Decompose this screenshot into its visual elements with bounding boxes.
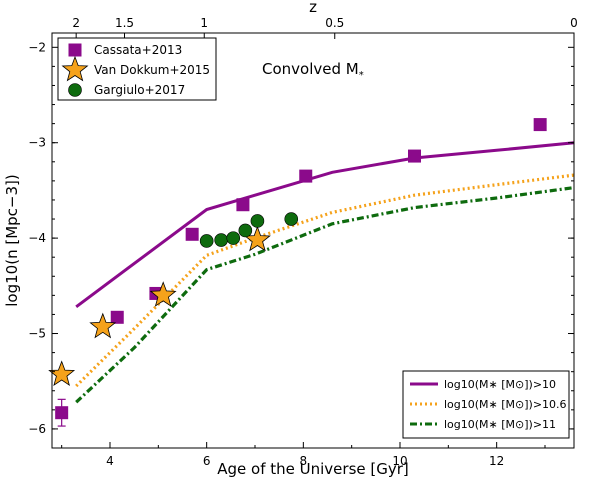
- point-square: [110, 310, 124, 324]
- x-tick-label: 10: [392, 454, 407, 468]
- point-circle: [226, 231, 241, 245]
- x-tick-label: 6: [203, 454, 211, 468]
- point-circle: [199, 234, 214, 248]
- legend-line-label: log10(M∗ [M⊙])>11: [444, 418, 556, 431]
- legend-line-label: log10(M∗ [M⊙])>10: [444, 378, 556, 391]
- top-tick-label: 0.5: [325, 16, 344, 30]
- plot-frame: [51, 32, 575, 449]
- point-circle: [284, 212, 299, 226]
- y-tick-label: −3: [28, 136, 46, 150]
- line-series-1: [75, 141, 575, 309]
- x-tick-label: 8: [300, 454, 308, 468]
- point-star: [48, 360, 76, 387]
- legend-marker-star: [61, 55, 89, 82]
- point-star: [149, 281, 177, 307]
- point-square: [55, 406, 69, 420]
- legend-markers: Cassata+2013 Van Dokkum+2015 Gargiulo+2017: [57, 37, 217, 101]
- point-circle: [214, 233, 228, 247]
- legend-lines: log10(M∗ [M⊙])>10 log10(M∗ [M⊙])>10.6 log1…: [402, 370, 570, 439]
- legend-marker-label: Gargiulo+2017: [94, 83, 185, 97]
- point-square: [533, 118, 547, 132]
- panel-annotation: Convolved M*: [262, 60, 364, 81]
- top-tick-label: 2: [72, 16, 80, 30]
- y-tick-label: −6: [28, 422, 46, 436]
- top-tick-label: 1.5: [115, 16, 134, 30]
- legend-marker-square: [68, 43, 82, 57]
- top-tick-label: 1: [200, 16, 208, 30]
- point-circle: [238, 223, 253, 238]
- legend-marker-label: Cassata+2013: [94, 43, 182, 57]
- legend-marker-circle: [68, 83, 82, 97]
- point-square: [408, 149, 421, 163]
- x-tick-label: 12: [489, 454, 504, 468]
- point-square: [236, 198, 250, 212]
- y-tick-label: −2: [28, 40, 46, 54]
- threshold-lines: [75, 141, 575, 404]
- legend-line-label: log10(M∗ [M⊙])>10.6: [444, 398, 567, 411]
- x-axis-label: Age of the Universe [Gyr]: [217, 460, 409, 478]
- top-axis-label: z: [309, 0, 317, 16]
- legend-marker-label: Van Dokkum+2015: [94, 63, 210, 77]
- point-star: [89, 312, 117, 339]
- y-tick-label: −5: [28, 327, 46, 341]
- point-circle: [250, 214, 265, 228]
- top-tick-label: 0: [570, 16, 578, 30]
- y-tick-label: −4: [28, 231, 46, 245]
- y-axis-label: log10(n [Mpc−3]): [3, 174, 21, 306]
- point-square: [299, 169, 313, 183]
- data-points: [48, 118, 547, 427]
- point-square: [185, 227, 199, 241]
- legend-markers-box: [57, 37, 217, 101]
- x-tick-label: 4: [106, 454, 114, 468]
- line-series-2: [75, 173, 575, 388]
